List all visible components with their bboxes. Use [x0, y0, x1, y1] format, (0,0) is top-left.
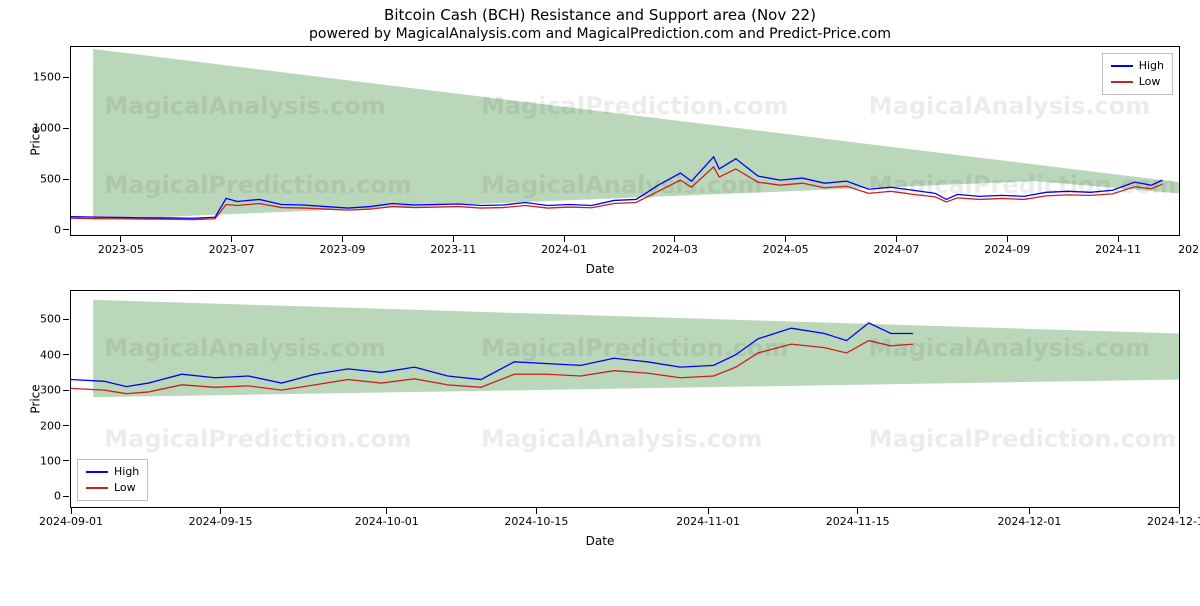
xtick: [1007, 236, 1008, 242]
xtick-label: 2024-12-15: [1147, 515, 1200, 528]
ytick: [63, 179, 69, 180]
ytick: [63, 229, 69, 230]
ytick-label: 100: [40, 454, 61, 467]
xtick: [857, 508, 858, 514]
ytick-label: 400: [40, 348, 61, 361]
ytick: [63, 128, 69, 129]
legend-item-high: High: [86, 464, 139, 480]
ytick: [63, 425, 69, 426]
legend-item-low: Low: [1111, 74, 1164, 90]
legend-swatch-low: [86, 487, 108, 489]
xtick: [674, 236, 675, 242]
xtick-label: 2024-10-15: [504, 515, 568, 528]
xtick: [120, 236, 121, 242]
xtick-label: 2023-11: [430, 243, 476, 256]
xtick-label: 2024-11-01: [676, 515, 740, 528]
xtick-label: 2023-09: [319, 243, 365, 256]
ytick-label: 0: [54, 223, 61, 236]
ytick-label: 300: [40, 384, 61, 397]
legend-swatch-high: [1111, 65, 1133, 67]
xtick-label: 2024-07: [873, 243, 919, 256]
xtick-label: 2025-01: [1178, 243, 1200, 256]
ytick: [63, 354, 69, 355]
xtick: [1179, 508, 1180, 514]
xtick-label: 2024-05: [763, 243, 809, 256]
xtick: [708, 508, 709, 514]
xtick: [231, 236, 232, 242]
legend-label-low: Low: [1139, 74, 1161, 90]
ytick-label: 1500: [33, 71, 61, 84]
legend-top: High Low: [1102, 53, 1173, 95]
xtick-label: 2024-11-15: [826, 515, 890, 528]
legend-item-high: High: [1111, 58, 1164, 74]
xtick: [342, 236, 343, 242]
legend-swatch-low: [1111, 81, 1133, 83]
support-area: [93, 49, 1179, 220]
ytick-label: 0: [54, 490, 61, 503]
support-area: [93, 300, 1179, 397]
xtick-label: 2023-07: [209, 243, 255, 256]
plot-area-top: MagicalAnalysis.com MagicalPrediction.co…: [71, 47, 1179, 235]
ytick: [63, 319, 69, 320]
xtick-label: 2024-12-01: [997, 515, 1061, 528]
xtick: [453, 236, 454, 242]
xlabel-bottom: Date: [0, 534, 1200, 548]
chart-subtitle: powered by MagicalAnalysis.com and Magic…: [0, 26, 1200, 42]
xtick: [1029, 508, 1030, 514]
legend-swatch-high: [86, 471, 108, 473]
xlabel-top: Date: [0, 262, 1200, 276]
xtick-label: 2024-09-15: [189, 515, 253, 528]
xtick: [785, 236, 786, 242]
ytick-label: 1000: [33, 122, 61, 135]
chart-svg-bottom: [71, 291, 1179, 507]
ytick-label: 500: [40, 173, 61, 186]
plot-area-bottom: MagicalAnalysis.com MagicalPrediction.co…: [71, 291, 1179, 507]
legend-bottom: High Low: [77, 459, 148, 501]
xtick: [386, 508, 387, 514]
legend-item-low: Low: [86, 480, 139, 496]
xtick-label: 2024-03: [652, 243, 698, 256]
xtick: [220, 508, 221, 514]
figure: Bitcoin Cash (BCH) Resistance and Suppor…: [0, 6, 1200, 606]
xtick-label: 2024-01: [541, 243, 587, 256]
panel-bottom: Price High Low MagicalAnalysis.com Magic…: [70, 290, 1180, 508]
chart-title: Bitcoin Cash (BCH) Resistance and Suppor…: [0, 6, 1200, 24]
legend-label-high: High: [1139, 58, 1164, 74]
legend-label-low: Low: [114, 480, 136, 496]
ytick-label: 500: [40, 313, 61, 326]
ytick-label: 200: [40, 419, 61, 432]
chart-svg-top: [71, 47, 1179, 235]
xtick: [896, 236, 897, 242]
xtick: [564, 236, 565, 242]
ytick: [63, 460, 69, 461]
xtick: [1118, 236, 1119, 242]
panel-top: Price High Low MagicalAnalysis.com Magic…: [70, 46, 1180, 236]
ytick: [63, 496, 69, 497]
xtick-label: 2024-09-01: [39, 515, 103, 528]
xtick-label: 2023-05: [98, 243, 144, 256]
ytick: [63, 77, 69, 78]
xtick-label: 2024-09: [984, 243, 1030, 256]
legend-label-high: High: [114, 464, 139, 480]
xtick-label: 2024-10-01: [355, 515, 419, 528]
xtick: [71, 508, 72, 514]
xtick: [536, 508, 537, 514]
xtick-label: 2024-11: [1095, 243, 1141, 256]
ytick: [63, 390, 69, 391]
